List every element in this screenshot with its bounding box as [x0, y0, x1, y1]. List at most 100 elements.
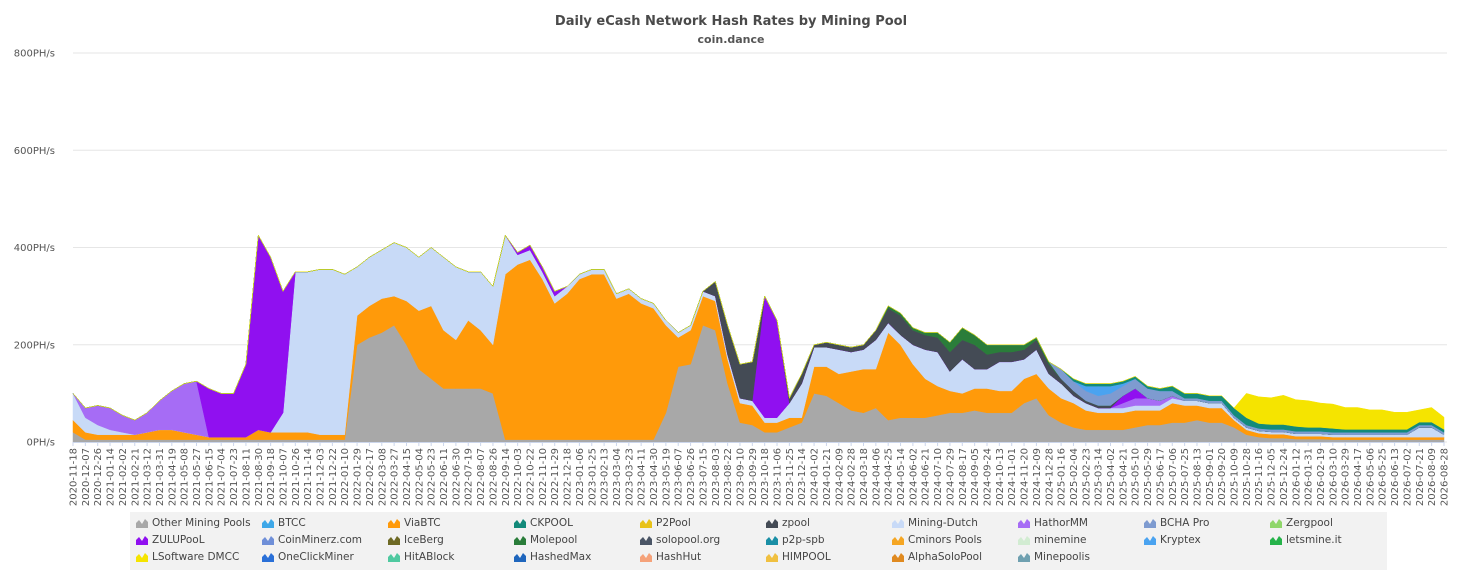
legend-label: HashedMax — [530, 551, 592, 563]
legend-label: letsmine.it — [1286, 534, 1342, 546]
x-tick-label: 2022-08-07 — [476, 448, 487, 506]
x-tick-label: 2024-09-05 — [970, 448, 981, 506]
x-tick-label: 2021-09-18 — [266, 448, 277, 506]
legend-label: ZULUPooL — [152, 534, 205, 546]
x-tick-label: 2020-12-26 — [93, 448, 104, 506]
x-tick-label: 2022-11-10 — [538, 448, 549, 506]
y-tick-label: 0PH/s — [27, 438, 56, 449]
x-tick-label: 2022-12-18 — [563, 448, 574, 506]
x-tick-label: 2025-12-24 — [1279, 448, 1290, 506]
x-tick-label: 2022-11-29 — [550, 448, 561, 506]
legend-label: solopool.org — [656, 534, 721, 546]
legend-label: minemine — [1034, 534, 1087, 546]
x-tick-label: 2024-10-13 — [995, 448, 1006, 506]
x-tick-label: 2025-03-14 — [1094, 448, 1105, 506]
x-tick-label: 2024-12-09 — [1032, 448, 1043, 506]
x-tick-label: 2026-07-02 — [1402, 448, 1413, 506]
legend-area-icon — [388, 536, 400, 545]
legend-label: ViaBTC — [404, 517, 441, 529]
x-tick-label: 2026-03-29 — [1341, 448, 1352, 506]
x-tick-label: 2023-04-30 — [649, 448, 660, 506]
x-tick-label: 2021-12-22 — [328, 448, 339, 506]
x-tick-label: 2025-02-04 — [1069, 448, 1080, 506]
x-tick-label: 2023-02-13 — [600, 448, 611, 506]
legend-area-icon — [1018, 536, 1030, 545]
x-tick-label: 2025-02-23 — [1081, 448, 1092, 506]
x-tick-label: 2026-05-06 — [1365, 448, 1376, 506]
x-tick-label: 2024-08-17 — [958, 448, 969, 506]
x-tick-label: 2026-08-28 — [1440, 448, 1451, 506]
legend-label: BTCC — [278, 517, 306, 529]
x-tick-label: 2025-11-16 — [1254, 448, 1265, 506]
x-tick-label: 2023-09-10 — [736, 448, 747, 506]
legend: Other Mining Pools BTCC ViaBTC CKPOOL P2Pool… — [130, 512, 1387, 570]
legend-area-icon — [136, 553, 148, 562]
x-tick-label: 2025-05-29 — [1143, 448, 1154, 506]
x-tick-label: 2022-06-30 — [451, 448, 462, 506]
x-tick-label: 2021-11-14 — [303, 448, 314, 506]
legend-label: Minepoolis — [1034, 551, 1090, 563]
legend-label: zpool — [782, 517, 810, 529]
x-tick-label: 2021-12-03 — [316, 448, 327, 506]
legend-label: p2p-spb — [782, 534, 825, 546]
legend-area-icon — [640, 553, 652, 562]
legend-label: OneClickMiner — [278, 551, 354, 563]
legend-area-icon — [1144, 536, 1156, 545]
legend-area-icon — [514, 519, 526, 528]
x-tick-label: 2022-01-10 — [340, 448, 351, 506]
x-tick-label: 2024-06-21 — [921, 448, 932, 506]
x-tick-label: 2021-02-02 — [118, 448, 129, 506]
x-tick-label: 2021-03-31 — [155, 448, 166, 506]
x-tick-label: 2023-03-04 — [612, 448, 623, 506]
y-axis: 0PH/s 200PH/s 400PH/s 600PH/s 800PH/s — [14, 49, 55, 449]
legend-area-icon — [262, 519, 274, 528]
x-tick-label: 2026-01-31 — [1304, 448, 1315, 506]
x-tick-label: 2024-07-10 — [933, 448, 944, 506]
x-tick-label: 2023-05-19 — [661, 448, 672, 506]
x-tick-label: 2025-06-17 — [1155, 448, 1166, 506]
x-tick-label: 2021-01-14 — [106, 448, 117, 506]
x-tick-label: 2022-10-03 — [513, 448, 524, 506]
y-tick-label: 800PH/s — [14, 49, 55, 60]
legend-area-icon — [514, 536, 526, 545]
chart-subtitle: coin.dance — [697, 33, 765, 46]
x-tick-label: 2024-02-28 — [847, 448, 858, 506]
chart-title: Daily eCash Network Hash Rates by Mining… — [554, 14, 908, 29]
legend-label: Mining-Dutch — [908, 517, 978, 529]
x-tick-label: 2023-08-22 — [723, 448, 734, 506]
x-tick-label: 2023-08-03 — [711, 448, 722, 506]
legend-area-icon — [1018, 553, 1030, 562]
x-tick-label: 2025-05-10 — [1131, 448, 1142, 506]
x-tick-label: 2021-10-26 — [291, 448, 302, 506]
x-tick-label: 2026-07-21 — [1415, 448, 1426, 506]
x-tick-label: 2023-03-23 — [624, 448, 635, 506]
x-tick-label: 2021-05-08 — [180, 448, 191, 506]
x-tick-label: 2024-04-06 — [871, 448, 882, 506]
x-tick-label: 2020-12-07 — [81, 448, 92, 506]
x-tick-label: 2023-04-11 — [637, 448, 648, 506]
legend-area-icon — [892, 536, 904, 545]
x-tick-label: 2025-09-20 — [1217, 448, 1228, 506]
x-tick-label: 2020-11-18 — [69, 448, 80, 506]
legend-label: P2Pool — [656, 517, 691, 529]
x-tick-label: 2023-11-06 — [773, 448, 784, 506]
x-tick-label: 2022-08-26 — [488, 448, 499, 506]
legend-area-icon — [136, 536, 148, 545]
legend-area-icon — [766, 519, 778, 528]
legend-area-icon — [640, 519, 652, 528]
y-tick-label: 200PH/s — [14, 340, 55, 351]
x-tick-label: 2025-10-28 — [1242, 448, 1253, 506]
x-tick-label: 2022-03-27 — [390, 448, 401, 506]
x-tick-label: 2022-06-11 — [439, 448, 450, 506]
legend-label: HathorMM — [1034, 517, 1088, 529]
x-tick-label: 2026-03-10 — [1328, 448, 1339, 506]
x-tick-label: 2022-01-29 — [353, 448, 364, 506]
x-tick-label: 2026-06-13 — [1390, 448, 1401, 506]
x-tick-label: 2021-02-21 — [130, 448, 141, 506]
legend-area-icon — [766, 553, 778, 562]
legend-label: Zergpool — [1286, 517, 1333, 529]
x-tick-label: 2021-08-30 — [254, 448, 265, 506]
legend-area-icon — [388, 519, 400, 528]
legend-area-icon — [892, 553, 904, 562]
